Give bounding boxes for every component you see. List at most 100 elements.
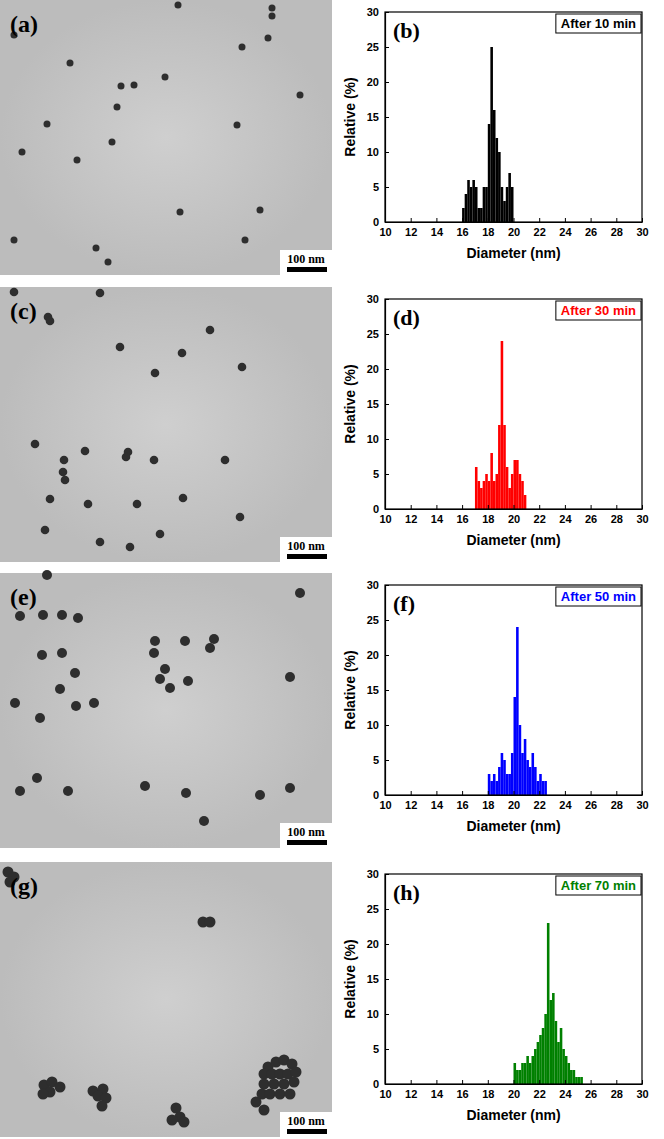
bar (496, 138, 499, 222)
particle (257, 207, 264, 214)
particle (206, 326, 215, 335)
particle (205, 917, 216, 928)
tick: 30 (367, 293, 389, 305)
image-background (0, 862, 332, 1137)
particle (55, 684, 65, 694)
tick-label: 15 (367, 398, 379, 410)
particle (67, 60, 74, 67)
chart-title: After 10 min (561, 16, 636, 31)
tick-mark (385, 152, 389, 153)
tick-label: 18 (482, 1088, 494, 1100)
tick: 5 (373, 181, 389, 193)
bar (503, 425, 506, 509)
tick-mark (411, 1080, 412, 1084)
bar (539, 774, 542, 795)
tick: 25 (367, 614, 389, 626)
tick: 12 (405, 791, 417, 811)
tick-mark (385, 795, 389, 796)
bar (531, 753, 534, 795)
bar (555, 1021, 558, 1084)
scale-bar-label: 100 nm (287, 252, 325, 266)
particle (167, 1115, 178, 1126)
tick: 14 (431, 218, 444, 238)
tick-mark (385, 655, 389, 656)
chart-title: After 70 min (561, 878, 636, 893)
tick-label: 24 (559, 799, 572, 811)
tick-label: 20 (508, 513, 520, 525)
tick: 18 (482, 505, 494, 525)
particle (160, 664, 170, 674)
tick-mark (385, 82, 389, 83)
bar (521, 481, 524, 509)
tick-mark (565, 1080, 566, 1084)
tick-label: 14 (431, 226, 444, 238)
bar (485, 474, 488, 509)
particle (265, 35, 272, 42)
tick: 24 (559, 791, 572, 811)
particle (46, 317, 55, 326)
x-axis: 1012141618202224262830 (379, 791, 648, 811)
particle (251, 1097, 262, 1108)
particle (177, 209, 184, 216)
tick: 10 (367, 433, 389, 445)
particle (46, 495, 55, 504)
bar (480, 488, 483, 509)
particle (236, 513, 245, 522)
tick-mark (565, 218, 566, 222)
tick-label: 10 (379, 1088, 391, 1100)
tick-mark (462, 505, 463, 509)
bar (565, 1056, 568, 1084)
particle (59, 468, 68, 477)
tick-label: 26 (585, 1088, 597, 1100)
tick-mark (385, 1049, 389, 1050)
particle (150, 456, 159, 465)
tick-label: 28 (611, 226, 623, 238)
tick-label: 28 (611, 1088, 623, 1100)
tick-mark (642, 1080, 643, 1084)
bar (514, 460, 517, 509)
tick: 20 (508, 505, 520, 525)
tick: 18 (482, 1080, 494, 1100)
particle (126, 543, 135, 552)
bar (519, 1070, 522, 1084)
scale-bar (287, 554, 327, 559)
bar (508, 173, 511, 222)
histogram: 1012141618202224262830051015202530Diamet… (342, 579, 649, 834)
particle (150, 636, 160, 646)
tick-mark (462, 791, 463, 795)
bar (534, 1049, 537, 1084)
tem-image: (g)100 nm (0, 862, 332, 1137)
tick: 12 (405, 505, 417, 525)
scale-bar-label: 100 nm (287, 539, 325, 553)
tick-mark (385, 979, 389, 980)
tick-label: 16 (456, 799, 468, 811)
particle (19, 149, 26, 156)
bar (470, 187, 473, 222)
tick: 28 (611, 1080, 623, 1100)
tick: 30 (367, 6, 389, 18)
tick-mark (462, 218, 463, 222)
tick-label: 20 (508, 1088, 520, 1100)
particle (179, 494, 188, 503)
tick: 15 (367, 973, 389, 985)
tick-mark (436, 1080, 437, 1084)
panel-label: (b) (393, 18, 420, 43)
title-frame (556, 301, 641, 320)
image-background (0, 0, 332, 275)
plot-frame (385, 585, 642, 795)
tick-mark (514, 505, 515, 509)
tick-mark (385, 12, 389, 13)
tick-mark (385, 369, 389, 370)
bar (549, 1000, 552, 1084)
particle (97, 1101, 108, 1112)
tick-label: 10 (379, 799, 391, 811)
bar (488, 774, 491, 795)
bar (483, 187, 486, 222)
tick: 12 (405, 218, 417, 238)
particle (84, 500, 93, 509)
bar (519, 474, 522, 509)
bar (534, 767, 537, 795)
particle (181, 788, 191, 798)
y-axis-title: Relative (%) (342, 364, 358, 443)
tick: 12 (405, 1080, 417, 1100)
